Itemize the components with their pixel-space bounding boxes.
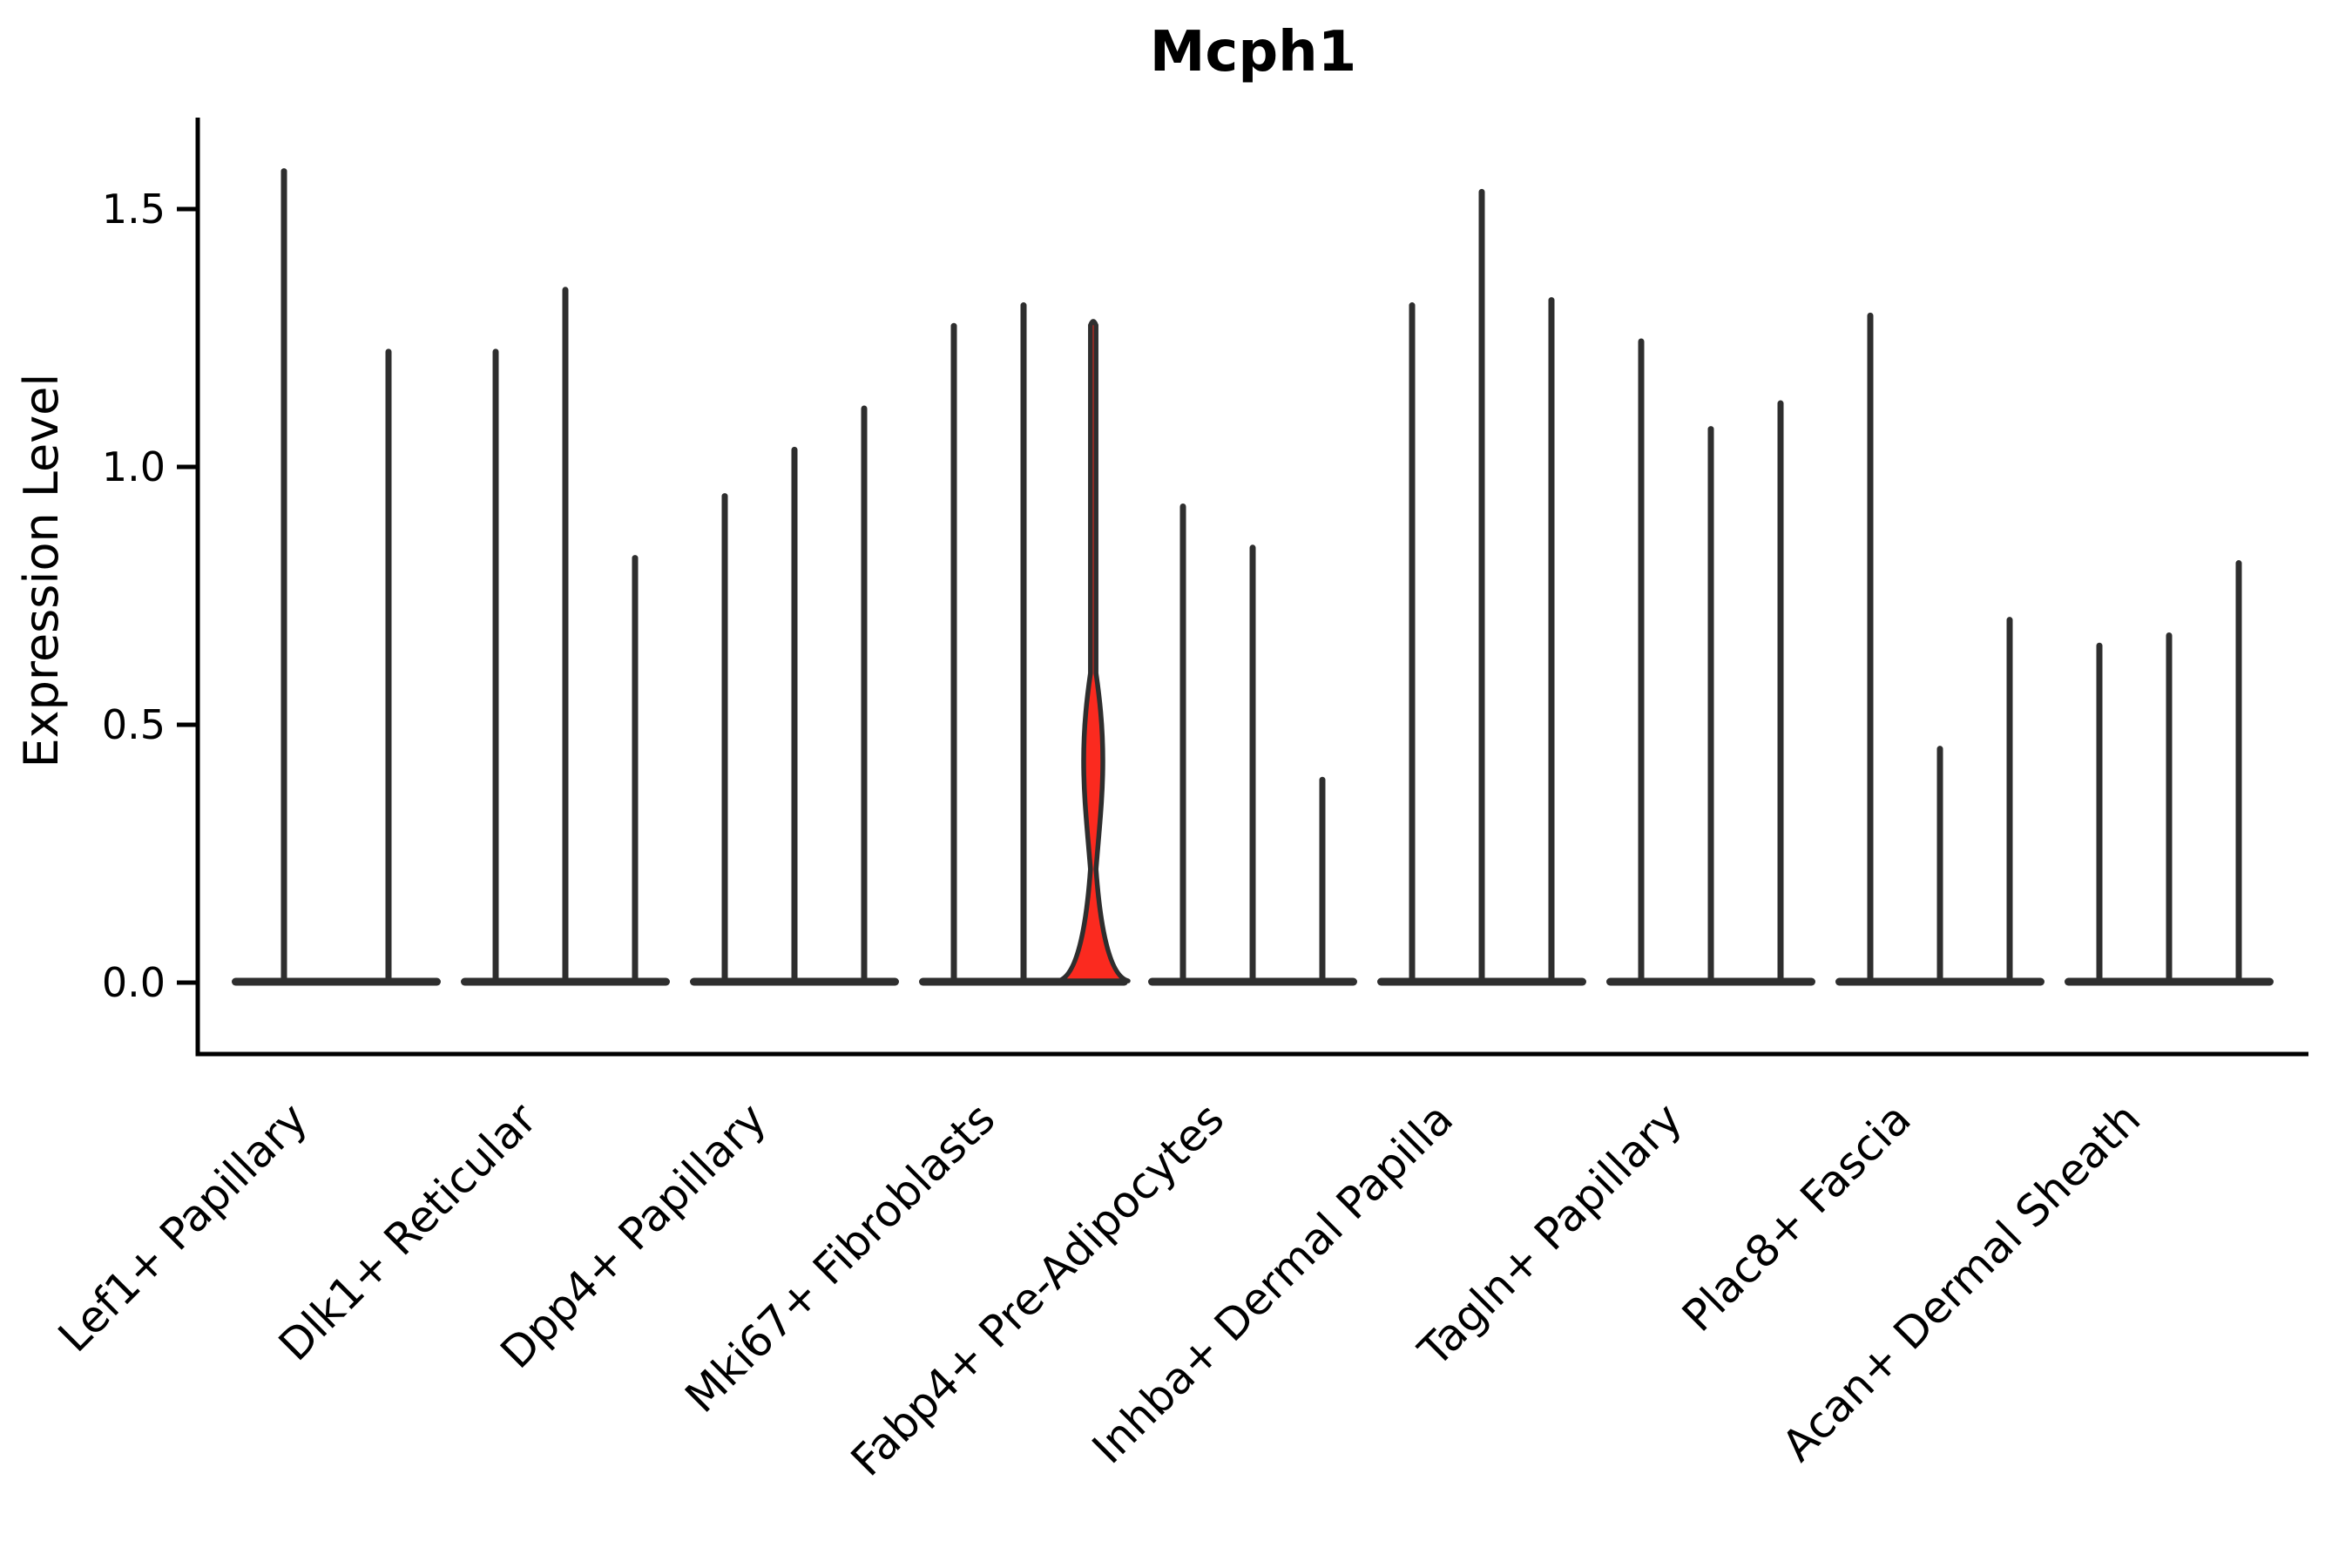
y-tick-label: 1.0 xyxy=(102,443,166,490)
y-tick-label: 1.5 xyxy=(102,186,166,233)
chart-title: Mcph1 xyxy=(1149,20,1357,84)
y-tick-label: 0.5 xyxy=(102,701,166,748)
y-tick-label: 0.0 xyxy=(102,959,166,1006)
highlighted-violin xyxy=(1056,319,1131,983)
y-axis-label: Expression Level xyxy=(14,373,69,768)
violin-baseline xyxy=(232,977,441,986)
